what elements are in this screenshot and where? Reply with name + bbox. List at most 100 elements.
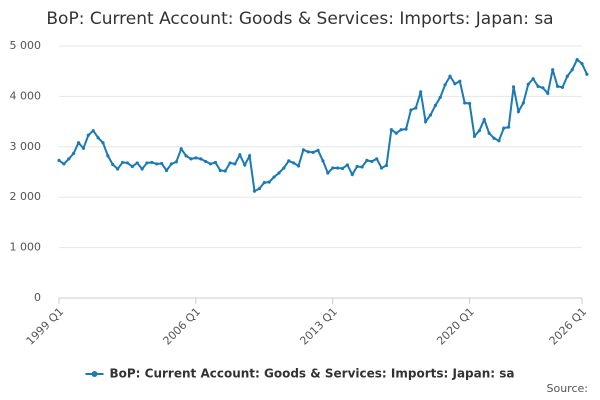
data-point — [248, 154, 252, 158]
x-tick-label: 2026 Q1 — [547, 305, 590, 348]
data-point — [536, 84, 540, 88]
data-point — [189, 157, 193, 161]
data-point — [365, 158, 369, 163]
data-point — [541, 86, 545, 90]
data-point — [111, 162, 115, 167]
data-point — [497, 139, 501, 143]
data-point — [502, 126, 506, 130]
data-point — [521, 101, 525, 105]
data-point — [458, 79, 462, 83]
legend-label: BoP: Current Account: Goods & Services: … — [110, 367, 515, 381]
data-point — [477, 129, 481, 133]
x-tick-label: 2013 Q1 — [297, 305, 340, 348]
data-point — [140, 167, 144, 171]
data-line — [58, 58, 588, 193]
data-point — [76, 141, 81, 145]
data-point — [306, 150, 310, 154]
data-point — [487, 131, 491, 135]
data-point — [394, 131, 398, 135]
data-point — [375, 157, 379, 161]
source-label: Source: — [547, 382, 589, 395]
data-point — [551, 68, 555, 72]
data-point — [135, 161, 139, 165]
x-tick-label: 1999 Q1 — [24, 305, 67, 348]
data-point — [438, 95, 442, 100]
data-point — [223, 169, 227, 173]
data-point — [67, 157, 71, 161]
data-point — [482, 117, 486, 122]
data-point — [150, 160, 154, 165]
data-point — [257, 187, 262, 191]
legend-marker — [91, 371, 98, 377]
chart-title: BoP: Current Account: Goods & Services: … — [46, 9, 553, 29]
y-tick-label: 2 000 — [10, 190, 42, 203]
data-point — [169, 162, 174, 166]
data-point — [321, 159, 325, 163]
x-tick-label: 2020 Q1 — [434, 305, 477, 348]
data-point — [526, 82, 530, 86]
data-point — [233, 162, 237, 166]
data-point — [404, 127, 408, 131]
y-tick-label: 1 000 — [10, 241, 42, 254]
data-point — [531, 77, 535, 81]
data-point — [72, 151, 76, 155]
data-point — [463, 101, 467, 105]
data-point — [507, 125, 511, 129]
data-point — [326, 171, 330, 175]
data-point — [546, 91, 550, 95]
data-point — [336, 166, 340, 170]
data-point — [238, 153, 242, 157]
data-point — [120, 160, 125, 165]
data-point — [101, 141, 105, 145]
data-point — [419, 90, 423, 94]
data-point — [331, 166, 335, 170]
data-point — [585, 72, 589, 76]
y-tick-label: 3 000 — [10, 140, 42, 153]
data-point — [160, 161, 164, 166]
data-point — [575, 58, 579, 62]
data-point — [580, 62, 584, 66]
data-point — [433, 103, 437, 108]
data-point — [164, 168, 169, 173]
data-point — [370, 159, 374, 164]
data-point — [96, 136, 100, 140]
data-point — [414, 106, 418, 110]
data-point — [125, 161, 130, 165]
data-point — [282, 166, 286, 170]
data-point — [179, 147, 183, 151]
data-point — [106, 154, 110, 158]
data-point — [296, 164, 301, 168]
data-point — [91, 129, 95, 133]
data-point — [116, 167, 120, 171]
data-point — [213, 160, 218, 165]
data-point — [243, 163, 247, 167]
data-point — [208, 162, 213, 166]
data-point — [423, 120, 428, 124]
y-tick-label: 5 000 — [10, 39, 42, 52]
data-point — [560, 85, 565, 89]
data-point — [155, 162, 159, 166]
data-point — [130, 164, 134, 169]
data-point — [389, 128, 393, 132]
data-point — [277, 171, 281, 175]
data-point — [350, 172, 354, 177]
data-point — [252, 189, 257, 193]
data-point — [565, 74, 569, 78]
data-point — [570, 68, 574, 72]
data-point — [453, 82, 457, 86]
data-point — [262, 180, 266, 185]
data-point — [81, 146, 86, 150]
data-point — [287, 159, 291, 163]
data-point — [145, 161, 149, 165]
data-point — [218, 168, 222, 173]
data-point — [340, 166, 345, 171]
data-point — [467, 101, 472, 106]
data-point — [399, 128, 403, 132]
data-point — [511, 85, 516, 89]
data-point — [194, 156, 198, 160]
data-point — [428, 113, 433, 117]
data-point — [555, 84, 560, 88]
data-point — [62, 162, 66, 166]
data-point — [174, 160, 178, 164]
